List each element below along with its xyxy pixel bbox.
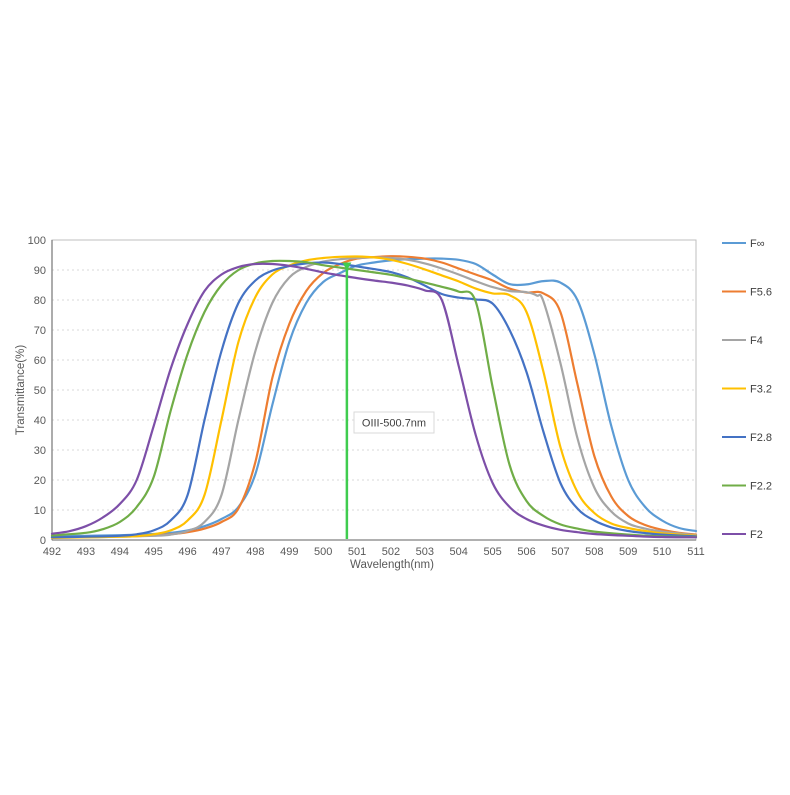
x-tick-label: 509 (619, 546, 637, 558)
x-tick-label: 510 (653, 546, 671, 558)
legend-item: F2.8 (722, 432, 772, 444)
legend-label: F3.2 (750, 384, 772, 396)
y-tick-label: 70 (34, 325, 46, 337)
annotation-marker (342, 262, 352, 271)
annotation-line (342, 262, 352, 539)
legend-label: F2.2 (750, 481, 772, 493)
x-tick-label: 505 (483, 546, 501, 558)
y-tick-label: 60 (34, 355, 46, 367)
y-tick-label: 10 (34, 505, 46, 517)
x-tick-label: 497 (212, 546, 230, 558)
y-tick-label: 90 (34, 265, 46, 277)
curve-F2.2 (50, 259, 698, 539)
x-tick-label: 492 (43, 546, 61, 558)
x-tick-label: 508 (585, 546, 603, 558)
y-tick-label: 30 (34, 445, 46, 457)
legend-item: F2.2 (722, 481, 772, 493)
x-tick-label: 495 (145, 546, 163, 558)
x-axis-title: Wavelength(nm) (350, 559, 434, 571)
curve-F4 (50, 256, 698, 539)
curve-F2 (50, 262, 698, 539)
legend-item: F4 (722, 335, 763, 347)
curve-F2.8 (50, 261, 698, 539)
x-tick-label: 498 (246, 546, 264, 558)
y-tick-label: 20 (34, 475, 46, 487)
x-tick-label: 504 (450, 546, 468, 558)
y-tick-label: 40 (34, 415, 46, 427)
y-tick-label: 50 (34, 385, 46, 397)
annotation-callout: OIII-500.7nm (353, 411, 435, 434)
curve-F3.2 (50, 255, 698, 539)
annotation-box (353, 411, 435, 434)
x-tick-label: 507 (551, 546, 569, 558)
x-tick-label: 499 (280, 546, 298, 558)
legend-item: F3.2 (722, 384, 772, 396)
legend-item: F2 (722, 529, 763, 541)
y-axis-title: Transmittance(%) (15, 345, 27, 435)
y-tick-label: 0 (40, 535, 46, 547)
x-tick-label: 494 (111, 546, 129, 558)
x-tick-label: 500 (314, 546, 332, 558)
x-tick-label: 501 (348, 546, 366, 558)
series-curves (50, 255, 698, 539)
y-tick-label: 100 (28, 235, 46, 247)
legend-item: F5.6 (722, 287, 772, 299)
plot-border (51, 239, 697, 541)
x-tick-label: 506 (517, 546, 535, 558)
curve-Finf (50, 257, 698, 538)
x-tick-label: 502 (382, 546, 400, 558)
x-tick-label: 493 (77, 546, 95, 558)
y-tick-label: 80 (34, 295, 46, 307)
legend-label: F2.8 (750, 432, 772, 444)
x-tick-label: 503 (416, 546, 434, 558)
legend-label: F2 (750, 529, 763, 541)
legend-label: F4 (750, 335, 763, 347)
legend-item: F∞ (722, 238, 765, 250)
x-tick-label: 496 (178, 546, 196, 558)
axis-tick-labels: 0 10 20 30 40 50 60 70 80 90 100 492 493 494 495 496 497… (28, 235, 705, 558)
curve-F5.6 (50, 255, 698, 539)
legend-label: F∞ (750, 238, 765, 250)
x-tick-label: 511 (687, 546, 705, 558)
legend: F∞ F5.6 F4 F3.2 F2.8 F2.2 F2 (722, 238, 772, 541)
annotation-label: OIII-500.7nm (362, 418, 426, 430)
legend-label: F5.6 (750, 287, 772, 299)
